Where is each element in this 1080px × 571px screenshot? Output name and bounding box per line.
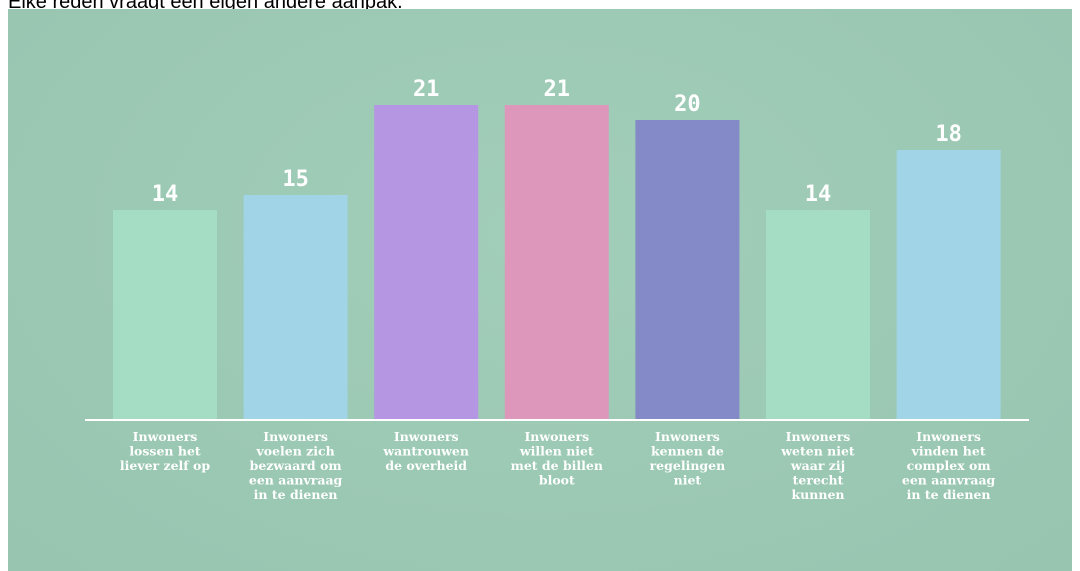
category-label-6: Inwoners weten niet waar zij terecht kunnen — [780, 429, 855, 502]
value-label-7: 18 — [935, 122, 962, 147]
bar-chart: 14 15 21 21 20 14 18 Inwoners lossen het liever … — [85, 77, 1029, 502]
category-label-2: Inwoners voelen zich bezwaard om een aanvra… — [249, 429, 343, 502]
value-label-4: 21 — [544, 77, 571, 102]
bar-4 — [504, 105, 609, 420]
category-label-3: Inwoners wantrouwen de overheid — [382, 429, 469, 473]
value-label-6: 14 — [805, 182, 832, 207]
bar-5 — [635, 120, 740, 420]
bar-3 — [374, 105, 479, 420]
bar-1 — [113, 210, 217, 420]
category-label-4: Inwoners willen niet met de billen bloot — [511, 429, 603, 488]
bar-2 — [243, 195, 348, 420]
category-labels-group: Inwoners lossen het liever zelf op Inwoners… — [120, 429, 996, 502]
category-label-5: Inwoners kennen de regelingen niet — [650, 429, 726, 488]
bars-group — [113, 105, 1001, 420]
category-label-1: Inwoners lossen het liever zelf op — [120, 429, 210, 473]
chart-panel: 14 15 21 21 20 14 18 Inwoners lossen het liever … — [8, 9, 1072, 571]
value-label-1: 14 — [152, 182, 179, 207]
bar-6 — [766, 210, 870, 420]
value-label-2: 15 — [282, 167, 309, 192]
value-labels-group: 14 15 21 21 20 14 18 — [152, 77, 962, 207]
value-label-5: 20 — [674, 92, 701, 117]
category-label-7: Inwoners vinden het complex om een aanvraag… — [902, 429, 996, 502]
value-label-3: 21 — [413, 77, 440, 102]
bar-7 — [896, 150, 1001, 420]
